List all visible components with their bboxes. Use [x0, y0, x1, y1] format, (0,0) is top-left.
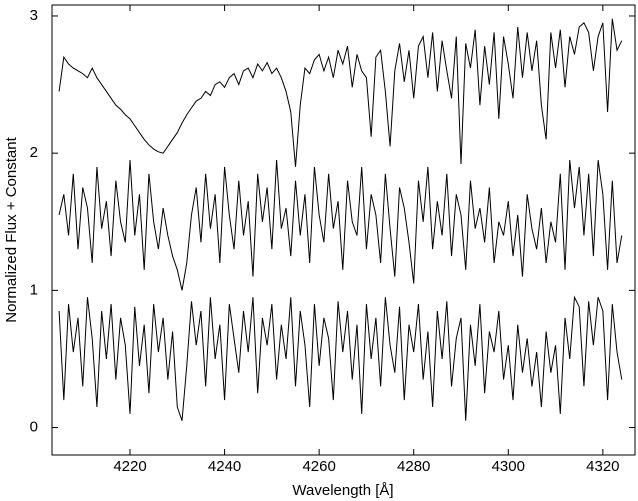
- y-tick-label: 3: [30, 7, 38, 24]
- x-tick-label: 4260: [302, 458, 335, 475]
- plot-frame: [51, 4, 636, 456]
- x-tick-label: 4220: [113, 458, 146, 475]
- x-axis-label: Wavelength [Å]: [292, 482, 393, 499]
- y-tick-label: 0: [30, 419, 38, 436]
- x-tick-label: 4320: [586, 458, 619, 475]
- y-tick-label: 1: [30, 281, 38, 298]
- spectrum-line: [58, 295, 623, 421]
- y-axis-label: Normalized Flux + Constant: [3, 136, 20, 322]
- y-tick-label: 2: [30, 144, 38, 161]
- x-tick-label: 4280: [397, 458, 430, 475]
- spectrum-line: [58, 159, 623, 291]
- spectrum-line: [58, 18, 623, 167]
- x-tick-label: 4300: [492, 458, 525, 475]
- x-tick-label: 4240: [208, 458, 241, 475]
